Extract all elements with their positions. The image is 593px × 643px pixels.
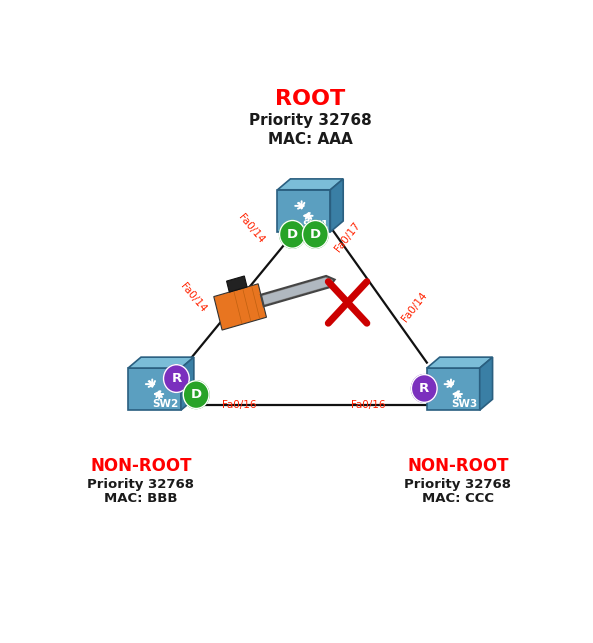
Polygon shape [181,357,194,410]
Text: SW3: SW3 [451,399,477,409]
Polygon shape [213,284,266,330]
Polygon shape [227,276,247,292]
Text: ROOT: ROOT [275,89,346,109]
Text: Fa0/14: Fa0/14 [400,291,429,324]
Polygon shape [278,190,330,232]
Text: Fa0/14: Fa0/14 [236,212,266,244]
Text: D: D [190,388,202,401]
Text: Priority 32768: Priority 32768 [249,113,372,128]
Text: D: D [287,228,298,241]
Text: D: D [310,228,321,241]
Circle shape [279,221,305,248]
Text: Priority 32768: Priority 32768 [404,478,511,491]
Circle shape [302,221,329,248]
Text: Fa0/14: Fa0/14 [178,281,209,314]
Circle shape [412,375,437,403]
Text: MAC: CCC: MAC: CCC [422,493,494,505]
Polygon shape [278,179,343,190]
Text: Fa0/16: Fa0/16 [351,400,385,410]
Text: R: R [419,382,429,395]
Polygon shape [480,357,493,410]
Circle shape [183,381,209,408]
Text: NON-ROOT: NON-ROOT [407,457,509,475]
Polygon shape [128,368,181,410]
Text: SW1: SW1 [302,221,328,230]
Text: SW2: SW2 [152,399,178,409]
Text: MAC: AAA: MAC: AAA [268,132,353,147]
Text: Fa0/16: Fa0/16 [222,400,257,410]
Polygon shape [128,357,194,368]
Polygon shape [261,277,333,305]
Text: MAC: BBB: MAC: BBB [104,493,177,505]
Polygon shape [427,357,493,368]
Polygon shape [330,179,343,232]
Circle shape [164,365,189,392]
Text: Priority 32768: Priority 32768 [87,478,195,491]
Text: Fa0/17: Fa0/17 [333,220,362,253]
Text: R: R [171,372,181,385]
Polygon shape [427,368,480,410]
Text: NON-ROOT: NON-ROOT [90,457,192,475]
